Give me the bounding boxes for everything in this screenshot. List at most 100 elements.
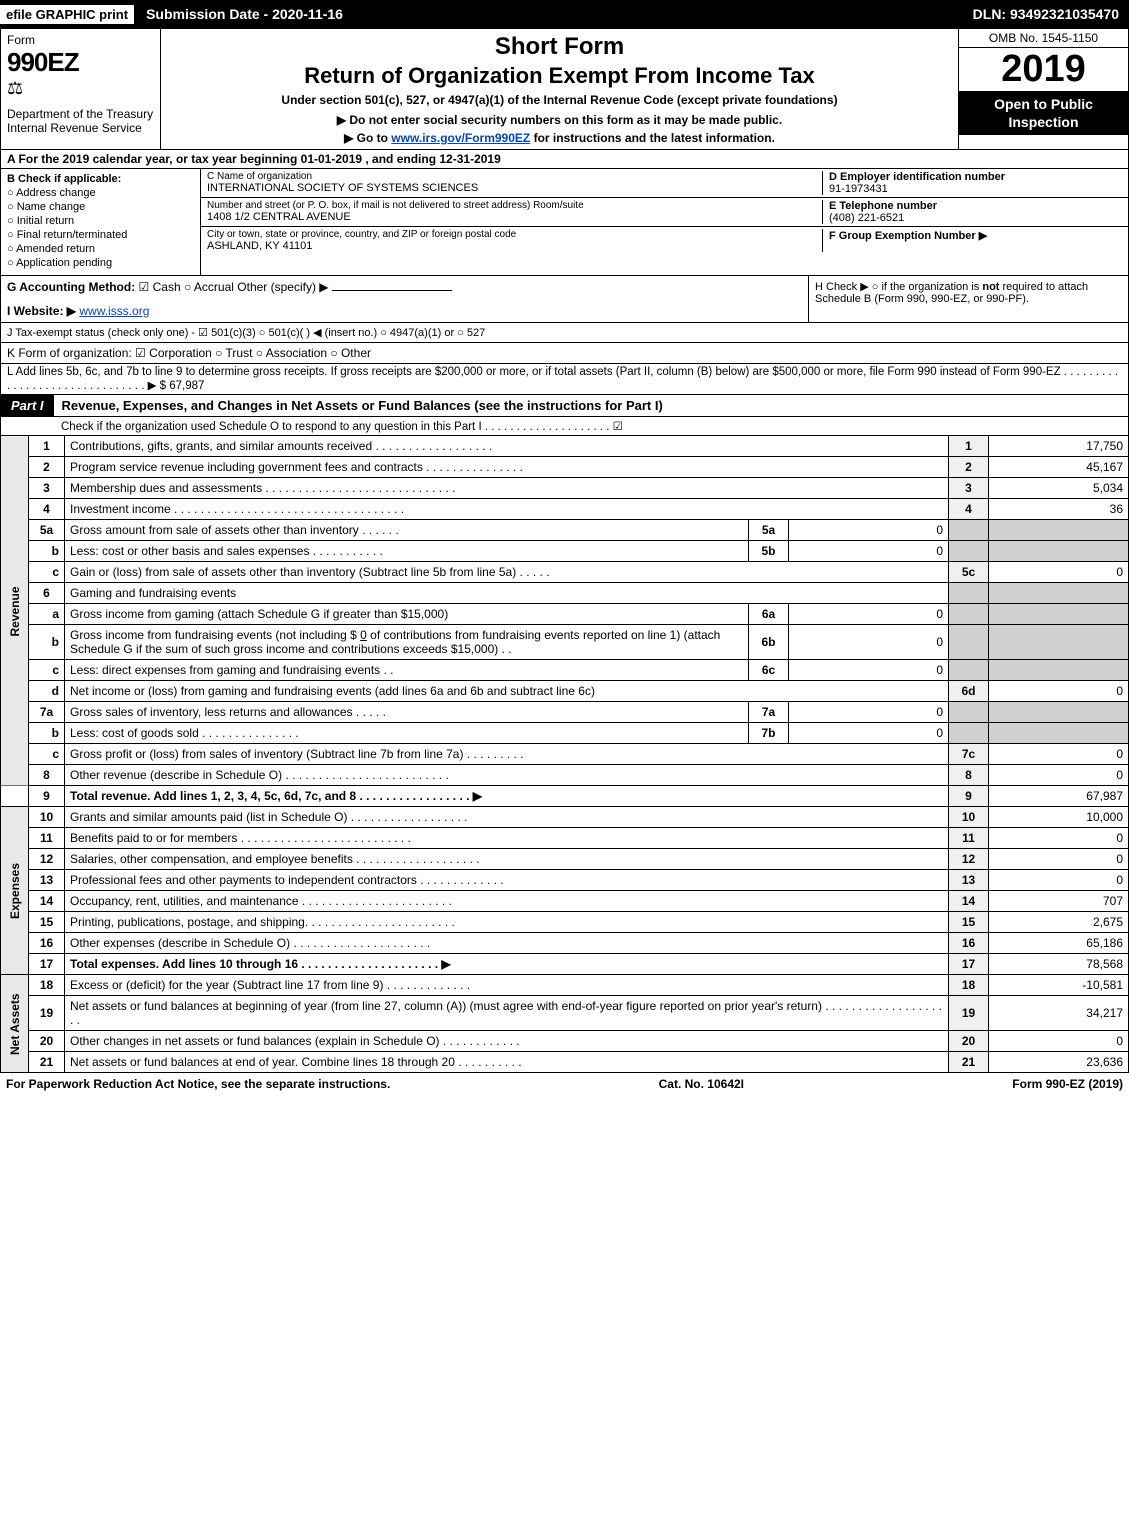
city-value: ASHLAND, KY 41101: [207, 240, 822, 252]
city-label: City or town, state or province, country…: [207, 229, 822, 240]
l7b-desc: Less: cost of goods sold . . . . . . . .…: [65, 723, 749, 744]
l6a-mval: 0: [789, 604, 949, 625]
l6c-mval: 0: [789, 660, 949, 681]
l7b-mval: 0: [789, 723, 949, 744]
l5b-no: b: [29, 541, 65, 562]
l6b-valshade: [989, 625, 1129, 660]
row-c-street: Number and street (or P. O. box, if mail…: [201, 198, 1128, 227]
footer-spacer2: [744, 1077, 1012, 1091]
l18-col: 18: [949, 975, 989, 996]
side-netassets: Net Assets: [1, 975, 29, 1073]
line-10: Expenses 10 Grants and similar amounts p…: [1, 807, 1129, 828]
g-label: G Accounting Method:: [7, 280, 135, 294]
page-footer: For Paperwork Reduction Act Notice, see …: [0, 1073, 1129, 1095]
website-link[interactable]: www.isss.org: [79, 304, 149, 318]
line-2: 2 Program service revenue including gove…: [1, 457, 1129, 478]
l14-val: 707: [989, 891, 1129, 912]
line-17: 17 Total expenses. Add lines 10 through …: [1, 954, 1129, 975]
street-cell: Number and street (or P. O. box, if mail…: [207, 200, 822, 224]
col-b-label: B Check if applicable:: [7, 173, 194, 185]
l6d-no: d: [29, 681, 65, 702]
l5b-mval: 0: [789, 541, 949, 562]
l6c-no: c: [29, 660, 65, 681]
check-amended-return[interactable]: Amended return: [7, 243, 194, 255]
l19-col: 19: [949, 996, 989, 1031]
row-g: G Accounting Method: Cash Accrual Other …: [1, 276, 808, 322]
line-6b: b Gross income from fundraising events (…: [1, 625, 1129, 660]
l18-desc: Excess or (deficit) for the year (Subtra…: [65, 975, 949, 996]
l17-val: 78,568: [989, 954, 1129, 975]
l5c-no: c: [29, 562, 65, 583]
i-label: I Website: ▶: [7, 304, 76, 318]
check-application-pending[interactable]: Application pending: [7, 257, 194, 269]
g-accrual-check[interactable]: Accrual: [184, 280, 234, 294]
l16-val: 65,186: [989, 933, 1129, 954]
l1-col: 1: [949, 436, 989, 457]
ein-value: 91-1973431: [829, 183, 1122, 195]
check-address-change[interactable]: Address change: [7, 187, 194, 199]
l5b-colshade: [949, 541, 989, 562]
l5a-desc: Gross amount from sale of assets other t…: [65, 520, 749, 541]
l18-no: 18: [29, 975, 65, 996]
l3-desc: Membership dues and assessments . . . . …: [65, 478, 949, 499]
line-1: Revenue 1 Contributions, gifts, grants, …: [1, 436, 1129, 457]
line-9: 9 Total revenue. Add lines 1, 2, 3, 4, 5…: [1, 786, 1129, 807]
check-initial-return[interactable]: Initial return: [7, 215, 194, 227]
g-cash-check[interactable]: Cash: [139, 280, 181, 294]
line-3: 3 Membership dues and assessments . . . …: [1, 478, 1129, 499]
submission-date: Submission Date - 2020-11-16: [134, 2, 355, 26]
line-14: 14 Occupancy, rent, utilities, and maint…: [1, 891, 1129, 912]
tel-value: (408) 221-6521: [829, 212, 1122, 224]
goto-link[interactable]: www.irs.gov/Form990EZ: [391, 131, 530, 145]
l11-val: 0: [989, 828, 1129, 849]
l6b-desc1: Gross income from fundraising events (no…: [70, 628, 360, 642]
l19-desc: Net assets or fund balances at beginning…: [65, 996, 949, 1031]
l6b-mval: 0: [789, 625, 949, 660]
check-final-return[interactable]: Final return/terminated: [7, 229, 194, 241]
l6d-desc: Net income or (loss) from gaming and fun…: [65, 681, 949, 702]
line-19: 19 Net assets or fund balances at beginn…: [1, 996, 1129, 1031]
l5b-valshade: [989, 541, 1129, 562]
l9-col: 9: [949, 786, 989, 807]
row-a-tax-year: A For the 2019 calendar year, or tax yea…: [0, 150, 1129, 169]
h-not: not: [982, 281, 999, 293]
block-b-through-f: B Check if applicable: Address change Na…: [0, 169, 1129, 276]
efile-print-label[interactable]: efile GRAPHIC print: [0, 5, 134, 24]
g-other-input[interactable]: [332, 290, 452, 291]
side-expenses: Expenses: [1, 807, 29, 975]
part-i-title: Revenue, Expenses, and Changes in Net As…: [54, 395, 1128, 416]
l2-col: 2: [949, 457, 989, 478]
l6-colshade: [949, 583, 989, 604]
l9-no: 9: [29, 786, 65, 807]
org-name-cell: C Name of organization INTERNATIONAL SOC…: [207, 171, 822, 195]
l6a-desc: Gross income from gaming (attach Schedul…: [65, 604, 749, 625]
form-word: Form: [7, 33, 154, 47]
line-7b: b Less: cost of goods sold . . . . . . .…: [1, 723, 1129, 744]
l15-val: 2,675: [989, 912, 1129, 933]
l1-val: 17,750: [989, 436, 1129, 457]
l10-desc: Grants and similar amounts paid (list in…: [65, 807, 949, 828]
l6b-desc: Gross income from fundraising events (no…: [65, 625, 749, 660]
l6c-valshade: [989, 660, 1129, 681]
row-l-value: 67,987: [169, 380, 204, 392]
l17-desc: Total expenses. Add lines 10 through 16 …: [65, 954, 949, 975]
l8-no: 8: [29, 765, 65, 786]
l6b-underline: 0: [360, 628, 367, 642]
l19-no: 19: [29, 996, 65, 1031]
line-6c: c Less: direct expenses from gaming and …: [1, 660, 1129, 681]
l6a-colshade: [949, 604, 989, 625]
part-i-check-row: Check if the organization used Schedule …: [0, 417, 1129, 436]
header-right: OMB No. 1545-1150 2019 Open to Public In…: [958, 29, 1128, 149]
org-name-label: C Name of organization: [207, 171, 822, 182]
check-name-change[interactable]: Name change: [7, 201, 194, 213]
l6b-mini: 6b: [749, 625, 789, 660]
l10-no: 10: [29, 807, 65, 828]
l5a-no: 5a: [29, 520, 65, 541]
l5a-mini: 5a: [749, 520, 789, 541]
l8-val: 0: [989, 765, 1129, 786]
l7a-colshade: [949, 702, 989, 723]
l20-val: 0: [989, 1031, 1129, 1052]
l7a-desc: Gross sales of inventory, less returns a…: [65, 702, 749, 723]
l12-desc: Salaries, other compensation, and employ…: [65, 849, 949, 870]
l5a-mval: 0: [789, 520, 949, 541]
